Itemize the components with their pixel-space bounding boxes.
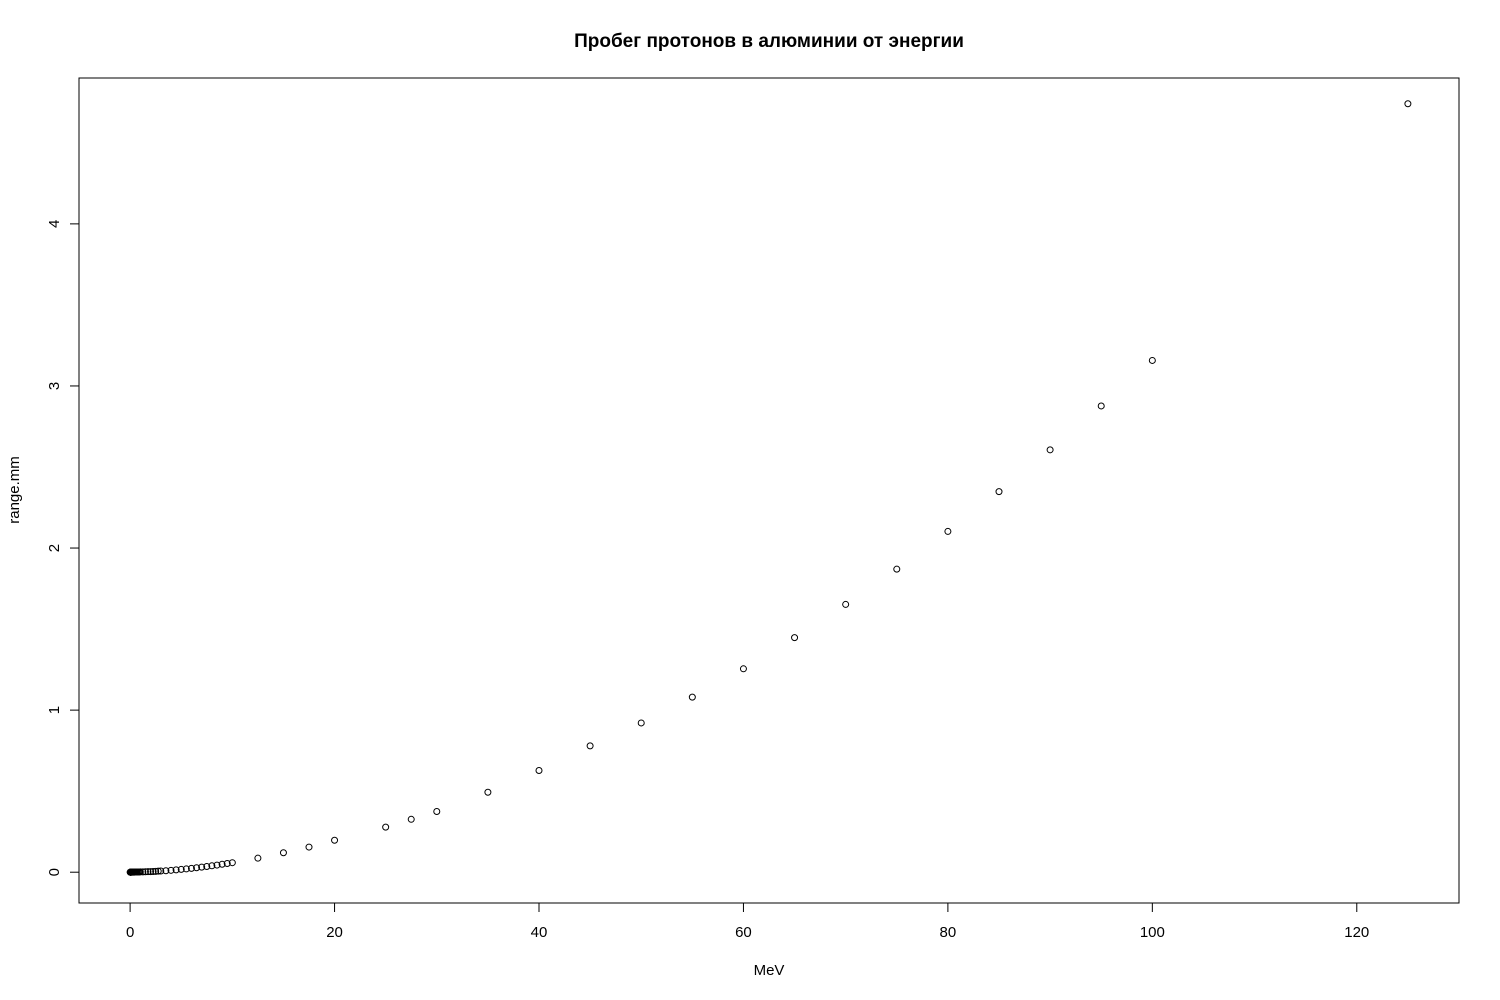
y-axis-label: range.mm xyxy=(6,456,23,524)
data-point xyxy=(152,867,160,875)
data-point xyxy=(157,867,165,875)
data-point xyxy=(154,867,162,875)
data-point xyxy=(144,868,152,876)
data-point xyxy=(535,767,543,775)
data-point xyxy=(136,868,144,876)
y-axis: 0 1 2 3 4 xyxy=(46,220,80,876)
data-point xyxy=(203,863,211,871)
data-point xyxy=(228,859,236,867)
data-point xyxy=(382,823,390,831)
data-point xyxy=(177,865,185,873)
x-axis: 0 20 40 60 80 100 120 xyxy=(126,902,1369,941)
data-point xyxy=(149,867,157,875)
data-point xyxy=(167,866,175,874)
data-point xyxy=(305,843,313,851)
data-point xyxy=(1046,446,1054,454)
data-point xyxy=(208,862,216,870)
data-point xyxy=(893,565,901,573)
data-point xyxy=(586,742,594,750)
y-tick-label: 3 xyxy=(46,382,63,390)
data-point xyxy=(279,849,287,857)
data-point xyxy=(739,665,747,673)
data-point xyxy=(1097,402,1105,410)
y-tick-label: 0 xyxy=(46,868,63,876)
data-point xyxy=(223,859,231,867)
data-points xyxy=(126,100,1412,876)
data-point xyxy=(944,527,952,535)
x-axis-label: MeV xyxy=(754,962,785,979)
plot-frame xyxy=(78,77,1460,904)
x-tick-label: 0 xyxy=(126,924,134,941)
y-tick-label: 2 xyxy=(46,544,63,552)
data-point xyxy=(433,808,441,816)
data-point xyxy=(187,864,195,872)
data-point xyxy=(1148,356,1156,364)
data-point xyxy=(218,860,226,868)
x-tick-label: 20 xyxy=(326,924,343,941)
data-point xyxy=(198,863,206,871)
x-tick-label: 80 xyxy=(940,924,957,941)
y-tick-label: 1 xyxy=(46,706,63,714)
data-point xyxy=(162,867,170,875)
x-tick-label: 100 xyxy=(1140,924,1165,941)
data-point xyxy=(213,861,221,869)
y-tick-label: 4 xyxy=(46,220,63,228)
data-point xyxy=(1404,100,1412,108)
data-point xyxy=(484,788,492,796)
x-tick-label: 60 xyxy=(735,924,752,941)
data-point xyxy=(172,866,180,874)
data-point xyxy=(791,634,799,642)
data-point xyxy=(637,719,645,727)
data-point xyxy=(139,868,147,876)
data-point xyxy=(254,854,262,862)
data-point xyxy=(193,864,201,872)
data-point xyxy=(182,865,190,873)
data-point xyxy=(141,868,149,876)
x-tick-label: 40 xyxy=(531,924,548,941)
data-point xyxy=(147,868,155,876)
data-point xyxy=(842,600,850,608)
data-point xyxy=(995,488,1003,496)
data-point xyxy=(331,836,339,844)
data-point xyxy=(407,815,415,823)
x-tick-label: 120 xyxy=(1344,924,1369,941)
data-point xyxy=(688,693,696,701)
chart-title: Пробег протонов в алюминии от энергии xyxy=(574,31,964,52)
